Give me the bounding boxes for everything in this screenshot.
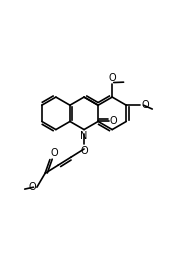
Text: O: O [50, 148, 58, 158]
Text: O: O [141, 100, 149, 110]
Text: O: O [108, 73, 116, 83]
Text: N: N [80, 130, 88, 140]
Text: O: O [80, 146, 88, 156]
Text: O: O [28, 182, 36, 192]
Text: O: O [110, 117, 117, 127]
